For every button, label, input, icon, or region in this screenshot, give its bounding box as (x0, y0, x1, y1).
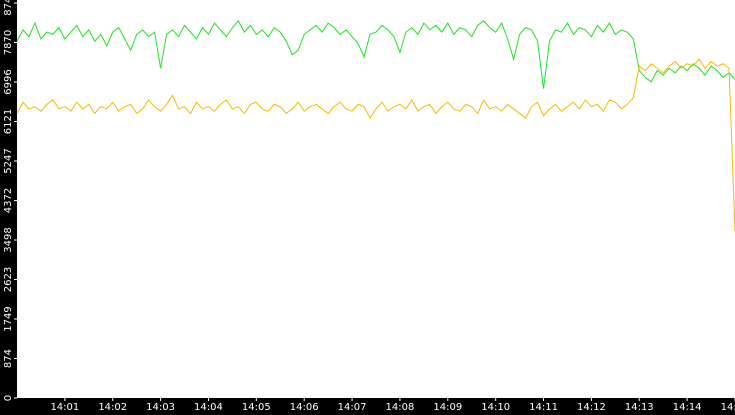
x-tick-label: 14:02 (98, 402, 127, 413)
x-tick-label: 14:12 (577, 402, 606, 413)
x-tick-label: 14:01 (50, 402, 79, 413)
x-tick-label: 14:15 (721, 402, 735, 413)
x-tick-label: 14:14 (673, 402, 702, 413)
series-line (16, 19, 735, 89)
y-tick-label: 7870 (3, 30, 14, 55)
y-tick-label: 6121 (3, 109, 14, 134)
x-tick-label: 14:10 (481, 402, 510, 413)
y-tick-label: 3498 (3, 227, 14, 252)
series-line (16, 58, 735, 231)
x-tick-label: 14:09 (433, 402, 462, 413)
y-tick-label: 874 (3, 349, 14, 368)
y-tick-label: 1749 (3, 306, 14, 331)
x-tick-label: 14:03 (146, 402, 175, 413)
x-tick-label: 14:08 (386, 402, 415, 413)
x-tick-label: 14:07 (338, 402, 367, 413)
y-tick-label: 0 (3, 395, 14, 401)
x-tick-label: 14:13 (625, 402, 654, 413)
y-tick-label: 5247 (3, 148, 14, 173)
x-tick-label: 14:04 (194, 402, 223, 413)
y-tick-label: 6996 (3, 69, 14, 94)
y-tick-label: 2623 (3, 267, 14, 292)
x-tick-label: 14:11 (529, 402, 558, 413)
x-axis-band (0, 398, 735, 415)
y-tick-label: 8745 (3, 0, 14, 16)
y-tick-label: 4372 (3, 188, 14, 213)
x-tick-label: 14:06 (290, 402, 319, 413)
x-tick-label: 14:05 (242, 402, 271, 413)
y-axis-band (0, 0, 17, 415)
